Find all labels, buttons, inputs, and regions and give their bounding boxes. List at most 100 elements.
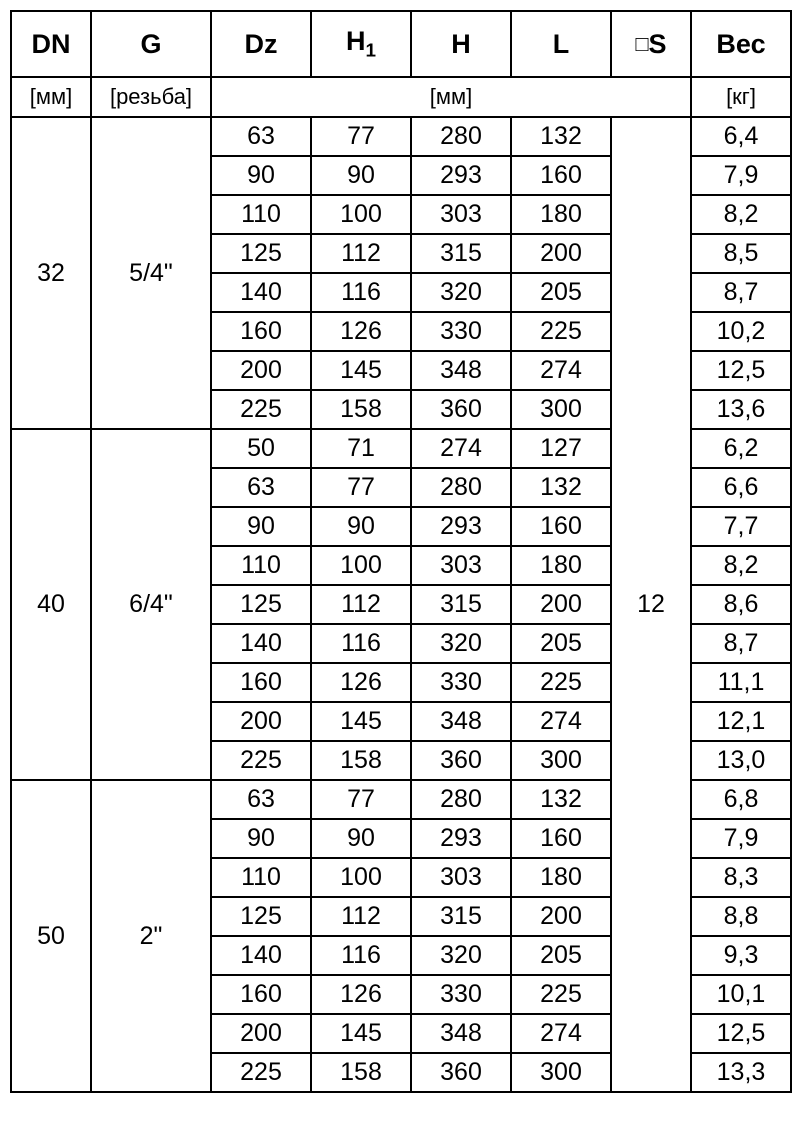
cell-h1: 158 <box>311 390 411 429</box>
cell-weight: 8,5 <box>691 234 791 273</box>
header-s: □S <box>611 11 691 77</box>
cell-l: 225 <box>511 663 611 702</box>
header-h: H <box>411 11 511 77</box>
cell-dz: 140 <box>211 624 311 663</box>
cell-dz: 160 <box>211 312 311 351</box>
cell-h1: 112 <box>311 897 411 936</box>
cell-l: 300 <box>511 741 611 780</box>
cell-weight: 12,5 <box>691 1014 791 1053</box>
table-row: 325/4"6377280132126,4 <box>11 117 791 156</box>
cell-weight: 6,2 <box>691 429 791 468</box>
unit-g: [резьба] <box>91 77 211 117</box>
cell-h1: 100 <box>311 195 411 234</box>
cell-h1: 158 <box>311 741 411 780</box>
cell-l: 274 <box>511 702 611 741</box>
cell-h: 320 <box>411 624 511 663</box>
cell-l: 132 <box>511 117 611 156</box>
cell-dz: 63 <box>211 780 311 819</box>
cell-h: 315 <box>411 897 511 936</box>
cell-weight: 8,6 <box>691 585 791 624</box>
unit-dn: [мм] <box>11 77 91 117</box>
cell-l: 132 <box>511 468 611 507</box>
cell-h: 348 <box>411 1014 511 1053</box>
cell-weight: 11,1 <box>691 663 791 702</box>
cell-dz: 140 <box>211 936 311 975</box>
cell-l: 127 <box>511 429 611 468</box>
header-dn: DN <box>11 11 91 77</box>
cell-h: 330 <box>411 975 511 1014</box>
cell-l: 205 <box>511 936 611 975</box>
cell-g: 5/4" <box>91 117 211 429</box>
cell-weight: 6,4 <box>691 117 791 156</box>
cell-weight: 9,3 <box>691 936 791 975</box>
cell-weight: 8,2 <box>691 195 791 234</box>
cell-h1: 90 <box>311 156 411 195</box>
cell-h: 303 <box>411 546 511 585</box>
cell-h: 348 <box>411 351 511 390</box>
cell-h: 330 <box>411 663 511 702</box>
cell-dz: 225 <box>211 390 311 429</box>
cell-h1: 100 <box>311 546 411 585</box>
cell-h1: 116 <box>311 273 411 312</box>
cell-h: 320 <box>411 273 511 312</box>
header-g: G <box>91 11 211 77</box>
cell-h: 280 <box>411 780 511 819</box>
cell-dz: 90 <box>211 819 311 858</box>
cell-l: 205 <box>511 624 611 663</box>
unit-dims: [мм] <box>211 77 691 117</box>
cell-h: 330 <box>411 312 511 351</box>
cell-l: 160 <box>511 507 611 546</box>
cell-h1: 145 <box>311 1014 411 1053</box>
cell-weight: 12,1 <box>691 702 791 741</box>
cell-h1: 77 <box>311 468 411 507</box>
cell-h1: 126 <box>311 663 411 702</box>
cell-dz: 125 <box>211 585 311 624</box>
cell-h: 303 <box>411 858 511 897</box>
cell-h1: 90 <box>311 819 411 858</box>
cell-dn: 40 <box>11 429 91 780</box>
cell-dz: 63 <box>211 468 311 507</box>
cell-weight: 8,3 <box>691 858 791 897</box>
cell-weight: 12,5 <box>691 351 791 390</box>
cell-dz: 110 <box>211 858 311 897</box>
cell-weight: 7,7 <box>691 507 791 546</box>
cell-h: 360 <box>411 390 511 429</box>
cell-l: 160 <box>511 819 611 858</box>
cell-h: 360 <box>411 1053 511 1092</box>
cell-h1: 126 <box>311 312 411 351</box>
cell-l: 200 <box>511 234 611 273</box>
cell-dz: 125 <box>211 234 311 273</box>
cell-l: 300 <box>511 1053 611 1092</box>
dimensions-table: DNGDzH1HL□SВес[мм][резьба][мм][кг]325/4"… <box>10 10 792 1093</box>
cell-h: 315 <box>411 585 511 624</box>
cell-weight: 13,0 <box>691 741 791 780</box>
cell-h1: 71 <box>311 429 411 468</box>
header-dz: Dz <box>211 11 311 77</box>
cell-dn: 32 <box>11 117 91 429</box>
cell-h: 303 <box>411 195 511 234</box>
cell-weight: 8,7 <box>691 624 791 663</box>
cell-g: 6/4" <box>91 429 211 780</box>
cell-l: 225 <box>511 312 611 351</box>
cell-h1: 145 <box>311 702 411 741</box>
cell-h: 274 <box>411 429 511 468</box>
cell-dz: 200 <box>211 351 311 390</box>
cell-l: 274 <box>511 1014 611 1053</box>
cell-dz: 160 <box>211 663 311 702</box>
cell-l: 132 <box>511 780 611 819</box>
cell-dz: 90 <box>211 156 311 195</box>
cell-dz: 125 <box>211 897 311 936</box>
cell-l: 205 <box>511 273 611 312</box>
cell-h: 293 <box>411 507 511 546</box>
cell-h: 360 <box>411 741 511 780</box>
cell-l: 300 <box>511 390 611 429</box>
cell-weight: 8,8 <box>691 897 791 936</box>
cell-h1: 100 <box>311 858 411 897</box>
cell-dn: 50 <box>11 780 91 1092</box>
cell-dz: 90 <box>211 507 311 546</box>
header-l: L <box>511 11 611 77</box>
cell-h: 280 <box>411 468 511 507</box>
cell-dz: 200 <box>211 1014 311 1053</box>
cell-weight: 6,6 <box>691 468 791 507</box>
cell-g: 2" <box>91 780 211 1092</box>
